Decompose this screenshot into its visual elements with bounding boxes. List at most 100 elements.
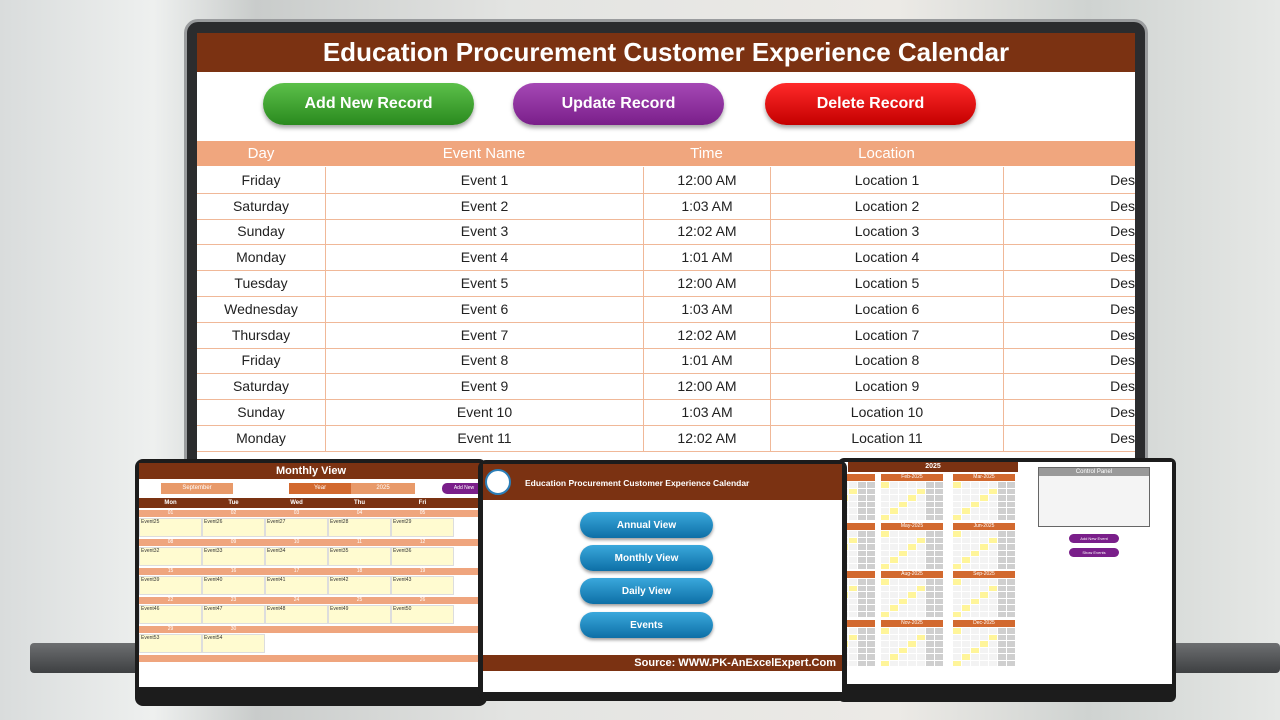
month-header: [881, 571, 943, 578]
monthly-view-button[interactable]: Monthly View: [580, 545, 713, 571]
day-cell: [953, 611, 961, 617]
table-header: Day Event Name Time Location: [197, 141, 1135, 166]
event-cell: [202, 634, 265, 653]
day-cell: [989, 660, 997, 666]
day-cell: [953, 647, 961, 653]
day-cell: [971, 605, 979, 611]
day-cell: [908, 544, 916, 550]
day-cell: [962, 654, 970, 660]
day-cell: [890, 660, 898, 666]
day-cell: [867, 482, 875, 488]
add-event-button[interactable]: Add New Event: [1069, 534, 1119, 543]
day-cell: [849, 537, 857, 543]
day-cell: [953, 605, 961, 611]
day-cell: [917, 514, 925, 520]
day-cell: [890, 495, 898, 501]
update-button[interactable]: Update Record: [513, 83, 724, 125]
day-cell: [1007, 611, 1015, 617]
date: 26: [419, 597, 426, 603]
day-cell: [998, 550, 1006, 556]
event: Event53: [141, 635, 160, 641]
day-cell: [962, 537, 970, 543]
day-cell: [890, 531, 898, 537]
day-cell: [953, 628, 961, 634]
day-cell: [971, 514, 979, 520]
day-cell: [971, 585, 979, 591]
day-cell: [998, 557, 1006, 563]
day-cell: [867, 654, 875, 660]
column-header: Location: [858, 145, 915, 162]
day-cell: [858, 544, 866, 550]
table-cell: Location 2: [770, 192, 1003, 219]
table-cell: Des: [1003, 373, 1135, 400]
day-cell: [971, 628, 979, 634]
day-cell: [917, 557, 925, 563]
day-cell: [881, 579, 889, 585]
row-line: [197, 218, 1135, 220]
day-cell: [867, 550, 875, 556]
day-cell: [849, 592, 857, 598]
event: Event26: [204, 519, 223, 525]
menu-title: Education Procurement Customer Experienc…: [525, 478, 750, 488]
day-cell: [881, 550, 889, 556]
day-cell: [962, 531, 970, 537]
year-select[interactable]: 2025: [351, 483, 415, 494]
show-events-button[interactable]: Show Events: [1069, 548, 1119, 557]
day-cell: [867, 641, 875, 647]
date: 09: [230, 539, 237, 545]
day-cell: [1007, 647, 1015, 653]
day-cell: [849, 544, 857, 550]
day-cell: [908, 611, 916, 617]
day-cell: [890, 508, 898, 514]
date: 18: [356, 568, 363, 574]
event-cell: [265, 547, 328, 566]
day-cell: [953, 501, 961, 507]
table-cell: Tuesday: [234, 275, 288, 292]
table-cell: Event 8: [325, 347, 643, 374]
day-cell: [980, 585, 988, 591]
event: Event43: [393, 577, 412, 583]
day-cell: [849, 585, 857, 591]
day-cell: [849, 598, 857, 604]
add-button[interactable]: Add New Record: [263, 83, 474, 125]
event-cell: [391, 547, 454, 566]
day-cell: [935, 641, 943, 647]
event: Event41: [267, 577, 286, 583]
table-cell: Friday: [241, 352, 281, 369]
month-select[interactable]: September: [161, 483, 233, 494]
day-cell: [998, 514, 1006, 520]
daily-view-button[interactable]: Daily View: [580, 578, 713, 604]
day-cell: [935, 654, 943, 660]
day-cell: [890, 641, 898, 647]
day-cell: [926, 592, 934, 598]
day-cell: [962, 579, 970, 585]
source-bar: Source: WWW.PK-AnExcelExpert.Com: [483, 655, 842, 671]
day-cell: [998, 598, 1006, 604]
day-cell: [998, 647, 1006, 653]
day-cell: [867, 563, 875, 569]
day-cell: [1007, 495, 1015, 501]
day-cell: [899, 482, 907, 488]
day-cell: [971, 598, 979, 604]
event-cell: [328, 605, 391, 624]
day-cell: [881, 531, 889, 537]
day-cell: [890, 598, 898, 604]
day-cell: [980, 598, 988, 604]
day-cell: [890, 550, 898, 556]
weekday: Wed: [290, 500, 303, 506]
add-new-button[interactable]: Add New: [442, 483, 483, 494]
date: 22: [167, 597, 174, 603]
event-cell: [391, 605, 454, 624]
day-cell: [1007, 598, 1015, 604]
delete-button[interactable]: Delete Record: [765, 83, 976, 125]
month-header: [843, 571, 875, 578]
day-cell: [971, 660, 979, 666]
event-cell: [391, 518, 454, 537]
day-cell: [926, 501, 934, 507]
day-cell: [858, 531, 866, 537]
day-cell: [926, 550, 934, 556]
day-cell: [849, 634, 857, 640]
annual-view-button[interactable]: Annual View: [580, 512, 713, 538]
events-button[interactable]: Events: [580, 612, 713, 638]
